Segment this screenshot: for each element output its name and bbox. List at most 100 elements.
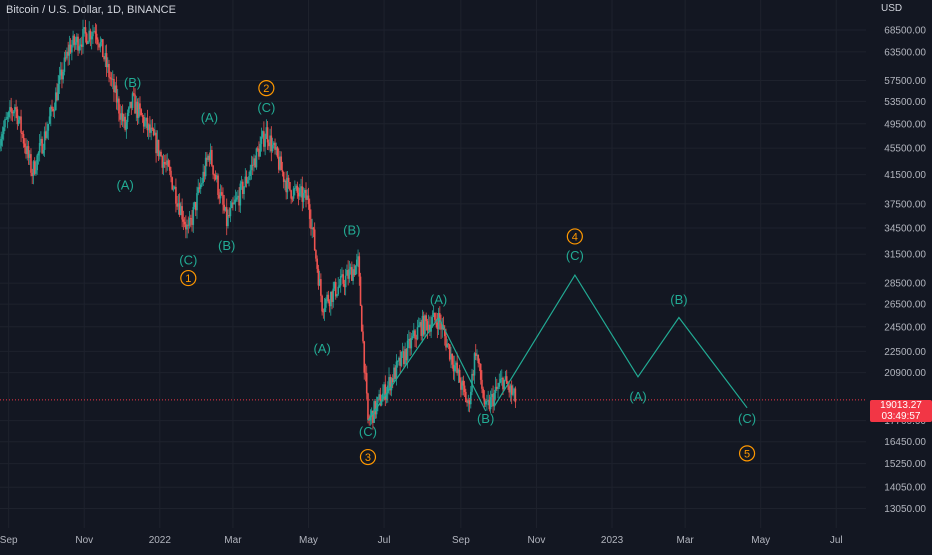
candle-body	[349, 267, 352, 270]
candle-body	[458, 369, 461, 383]
candle-body	[214, 174, 217, 180]
candle-body	[398, 357, 400, 361]
candle-body	[256, 148, 259, 150]
current-price-value: 19013.27	[880, 400, 922, 411]
candle-body	[322, 311, 325, 313]
candle-body	[337, 286, 340, 295]
candle-body	[259, 143, 261, 157]
time-tick-label: Sep	[452, 535, 470, 546]
candle-body	[450, 353, 452, 360]
candle-body	[420, 322, 423, 336]
candle-body	[239, 183, 242, 206]
candle-body	[341, 274, 343, 276]
candle-body	[356, 259, 358, 266]
time-tick-label: Mar	[224, 535, 242, 546]
candle-body	[94, 31, 97, 34]
candle-body	[303, 190, 306, 193]
cycle-label: 3	[365, 452, 371, 464]
candle-body	[382, 393, 384, 402]
candle-body	[230, 202, 233, 208]
candle-body	[11, 111, 14, 114]
candle-body	[399, 357, 401, 366]
candle-body	[510, 385, 513, 395]
candle-body	[473, 353, 476, 376]
candle-body	[504, 376, 507, 380]
price-tick-label: 13050.00	[884, 504, 926, 515]
candle-body	[2, 127, 5, 135]
candle-body	[199, 184, 202, 189]
candle-body	[27, 146, 30, 158]
candle-body	[33, 161, 36, 174]
candle-body	[336, 294, 338, 297]
wave-label: (B)	[218, 238, 235, 253]
candle-body	[204, 157, 207, 177]
price-tick-label: 26500.00	[884, 300, 926, 311]
candle-body	[35, 170, 37, 174]
candle-body	[352, 269, 354, 281]
candle-body	[248, 175, 250, 180]
candle-body	[38, 143, 41, 153]
candle-body	[21, 132, 24, 135]
candle-body	[0, 145, 1, 149]
candle-body	[370, 410, 373, 416]
candle-body	[208, 155, 211, 161]
wave-label: (B)	[477, 411, 494, 426]
candle-body	[69, 44, 72, 53]
wave-label: (A)	[116, 177, 133, 192]
candle-body	[116, 98, 119, 103]
candle-body	[497, 386, 499, 389]
price-tick-label: 34500.00	[884, 223, 926, 234]
candle-body	[338, 285, 341, 287]
candle-body	[408, 338, 410, 341]
candle-body	[487, 399, 489, 402]
candle-body	[258, 149, 260, 157]
candle-body	[118, 98, 120, 114]
candle-body	[443, 329, 446, 337]
candle-body	[364, 372, 367, 374]
candle-body	[85, 33, 88, 45]
candle-body	[403, 351, 405, 365]
candle-body	[317, 268, 320, 286]
candle-body	[128, 107, 130, 113]
candle-body	[207, 155, 209, 160]
candle-body	[253, 158, 255, 166]
candle-body	[282, 172, 285, 182]
candle-body	[312, 227, 315, 230]
candle-body	[32, 161, 35, 176]
time-tick-label: 2023	[601, 535, 624, 546]
candle-body	[424, 315, 426, 335]
candle-body	[20, 116, 22, 133]
candle-body	[166, 160, 169, 165]
candle-body	[492, 393, 494, 407]
candle-body	[84, 27, 87, 34]
candle-body	[354, 265, 357, 276]
candle-body	[165, 163, 167, 165]
candle-body	[426, 321, 429, 331]
candle-body	[466, 402, 468, 403]
candle-body	[95, 33, 98, 40]
candle-body	[242, 181, 244, 194]
candle-body	[87, 41, 89, 45]
candle-body	[378, 394, 380, 397]
price-tick-label: 41500.00	[884, 170, 926, 181]
candle-body	[15, 107, 17, 110]
candle-body	[346, 269, 348, 276]
candle-body	[172, 188, 175, 190]
candle-body	[396, 360, 399, 362]
candle-body	[281, 170, 284, 173]
candle-body	[216, 175, 218, 180]
candle-body	[28, 154, 31, 158]
candle-body	[461, 380, 463, 390]
candle-body	[59, 69, 62, 76]
candle-body	[496, 386, 498, 389]
price-tick-label: 20900.00	[884, 368, 926, 379]
candle-body	[157, 139, 160, 157]
candle-body	[64, 57, 67, 59]
candle-body	[500, 377, 503, 379]
candle-body	[514, 388, 517, 403]
candle-body	[272, 142, 275, 146]
candle-body	[315, 250, 317, 259]
candle-body	[482, 388, 484, 398]
